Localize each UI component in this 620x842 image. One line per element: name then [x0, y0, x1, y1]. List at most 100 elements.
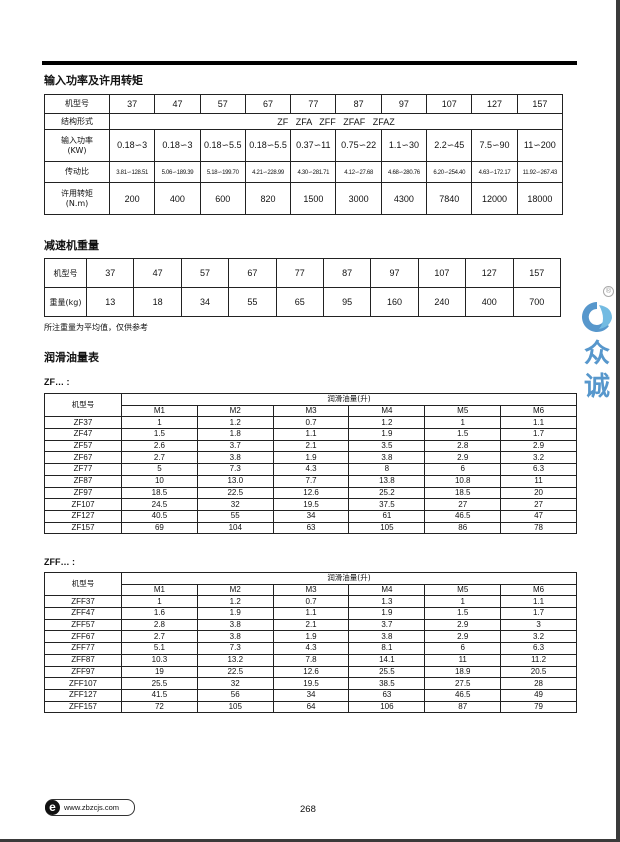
table-row: ZF57 2.6 3.7 2.1 3.5 2.8 2.9 [44, 439, 577, 453]
table-row: ZF97 18.5 22.5 12.6 25.2 18.5 20 [44, 486, 577, 500]
model-cell: ZFF127 [44, 688, 122, 702]
oil-cell: 18.5 [424, 486, 502, 500]
oil-cell: 1.1 [272, 428, 350, 441]
table-row: ZFF67 2.7 3.8 1.9 3.8 2.9 3.2 [44, 630, 577, 644]
oil-cell: 46.5 [424, 688, 502, 702]
power-cell: 1.1∽30 [380, 129, 428, 162]
oil-cell: 1.6 [121, 607, 198, 620]
oil-cell: 61 [348, 509, 426, 523]
oil-cell: 19.5 [272, 498, 350, 511]
model-cell: ZFF47 [44, 607, 122, 620]
table-row: ZF77 5 7.3 4.3 8 6 6.3 [44, 463, 577, 476]
oil-cell: 5 [121, 463, 198, 476]
weight-cell: 13 [85, 287, 135, 317]
column-header-m3: M3 [272, 404, 350, 418]
oil-cell: 34 [272, 688, 350, 702]
torque-cell: 4300 [380, 182, 428, 215]
model-cell: ZF107 [44, 498, 122, 511]
table-row: ZF47 1.5 1.8 1.1 1.9 1.5 1.7 [44, 428, 577, 441]
oil-cell: 11 [500, 474, 577, 488]
row-power: 输入功率 (KW) 0.18∽3 0.18∽3 0.18∽5.5 0.18∽5.5 0.3… [44, 129, 564, 162]
model-cell: 127 [471, 94, 518, 114]
power-cell: 11∽200 [516, 129, 564, 162]
oil-cell: 1.7 [500, 428, 577, 441]
section-title-lubrication: 润滑油量表 [44, 351, 99, 364]
ratio-cell: 3.81∽128.51 [108, 161, 156, 183]
oil-cell: 19 [121, 665, 198, 679]
power-cell: 2.2∽45 [426, 129, 473, 162]
footer-url[interactable]: www.zbzcjs.com [64, 803, 120, 812]
footer-website[interactable]: e www.zbzcjs.com [45, 799, 135, 816]
torque-cell: 12000 [471, 182, 518, 215]
model-cell: 67 [244, 94, 292, 114]
model-cell: 97 [370, 258, 419, 288]
oil-cell: 13.2 [196, 653, 274, 667]
oil-cell: 22.5 [196, 665, 274, 679]
table-row: ZFF107 25.5 32 19.5 38.5 27.5 28 [44, 677, 577, 690]
oil-cell: 3.8 [196, 451, 274, 465]
oil-cell: 2.8 [121, 618, 198, 632]
column-header-m5: M5 [424, 583, 502, 597]
oil-cell: 27 [424, 498, 502, 511]
oil-cell: 41.5 [121, 688, 198, 702]
row-label-model: 机型号 [44, 94, 110, 114]
oil-volume-header: 润滑油量(升) [121, 572, 577, 585]
column-header-row: M1 M2 M3 M4 M5 M6 [45, 583, 577, 597]
oil-cell: 64 [272, 700, 350, 714]
power-cell: 7.5∽90 [471, 129, 518, 162]
oil-cell: 7.3 [196, 463, 274, 476]
oil-cell: 1.2 [348, 416, 426, 430]
oil-cell: 1.1 [500, 416, 577, 430]
oil-cell: 37.5 [348, 498, 426, 511]
model-cell: 57 [180, 258, 230, 288]
model-cell: 107 [426, 94, 473, 114]
model-cell: ZFF107 [44, 677, 122, 690]
oil-cell: 2.8 [424, 439, 502, 453]
ratio-cell: 4.68∽280.76 [380, 161, 428, 183]
table-row: ZF67 2.7 3.8 1.9 3.8 2.9 3.2 [44, 451, 577, 465]
row-label-weight: 重量(kg) [44, 287, 87, 317]
oil-cell: 27.5 [424, 677, 502, 690]
oil-cell: 105 [196, 700, 274, 714]
oil-cell: 2.9 [424, 618, 502, 632]
oil-cell: 1.9 [196, 607, 274, 620]
watermark-char-2: 诚 [584, 372, 610, 402]
torque-cell: 7840 [426, 182, 473, 215]
torque-cell: 400 [154, 182, 201, 215]
model-cell: 37 [108, 94, 156, 114]
page-frame-right [616, 0, 620, 842]
weight-note: 所注重量为平均值，仅供参考 [44, 323, 148, 332]
model-cell: 37 [85, 258, 135, 288]
row-structure: 结构形式 ZF ZFA ZFF ZFAF ZFAZ [44, 113, 563, 130]
oil-cell: 106 [348, 700, 426, 714]
oil-cell: 3.7 [196, 439, 274, 453]
ratio-cell: 4.63∽172.17 [471, 161, 518, 183]
oil-cell: 2.7 [121, 451, 198, 465]
model-cell: ZFF157 [44, 700, 122, 714]
section-title-power-torque: 输入功率及许用转矩 [44, 74, 143, 87]
ratio-cell: 5.06∽189.39 [154, 161, 201, 183]
oil-volume-header: 润滑油量(升) [121, 393, 577, 406]
oil-cell: 20 [500, 486, 577, 500]
model-cell: 47 [154, 94, 201, 114]
oil-cell: 38.5 [348, 677, 426, 690]
page-frame-bottom [0, 839, 620, 842]
zf-oil-table: 机型号 润滑油量(升) M1 M2 M3 M4 M5 M6 ZF37 1 1.2 0.7 1.2 1 1.1… [44, 392, 577, 535]
row-model: 机型号 37 47 57 67 77 87 97 107 127 157 [44, 94, 564, 114]
row-model: 机型号 37 47 57 67 77 87 97 107 127 157 [44, 258, 562, 288]
column-header-m4: M4 [348, 404, 426, 418]
row-label-torque: 许用转矩 (N.m) [44, 182, 110, 215]
oil-cell: 22.5 [196, 486, 274, 500]
model-cell: ZF57 [44, 439, 122, 453]
model-cell: ZFF37 [44, 595, 122, 609]
oil-cell: 12.6 [272, 665, 350, 679]
weight-cell: 700 [512, 287, 562, 317]
table-row: ZF87 10 13.0 7.7 13.8 10.8 11 [44, 474, 577, 488]
model-cell: 107 [417, 258, 467, 288]
oil-cell: 3.2 [500, 451, 577, 465]
model-cell: ZF47 [44, 428, 122, 441]
model-cell: ZFF97 [44, 665, 122, 679]
weight-cell: 240 [417, 287, 467, 317]
oil-cell: 7.7 [272, 474, 350, 488]
column-header-m2: M2 [196, 404, 274, 418]
